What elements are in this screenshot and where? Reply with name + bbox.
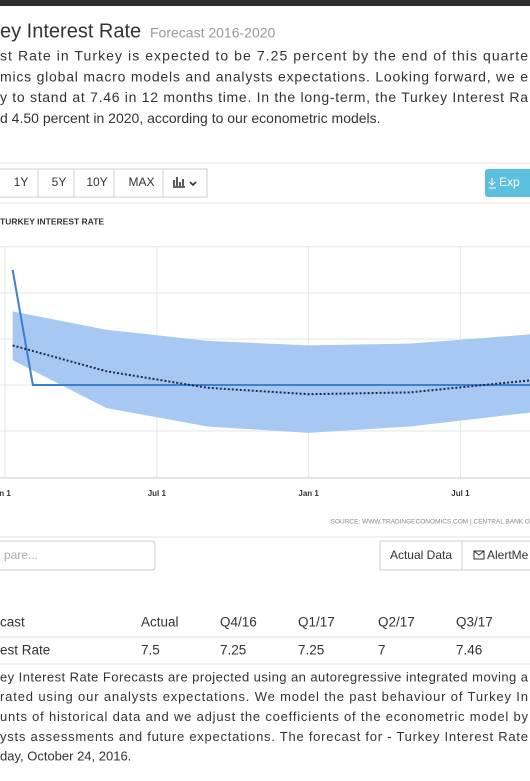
chart-type-icon [173,177,197,188]
chart-title: TURKEY INTEREST RATE [0,216,104,226]
range-button[interactable] [113,168,164,198]
table-cell: 7 [378,643,386,658]
intro: st Rate in Turkey is expected to be 7.25… [0,48,528,126]
x-tick-label: Jan 1 [298,489,319,498]
export-button[interactable]: Exp [485,169,530,197]
footer-text: ey Interest Rate Forecasts are projected… [0,669,529,763]
table-header: Q1/17 [298,615,335,630]
intro-line: st Rate in Turkey is expected to be 7.25… [0,48,528,64]
table-header: Actual [141,615,179,630]
export-label: Exp [499,175,520,189]
actual-line [11,269,530,387]
download-icon [488,178,496,189]
footer-line: rated using our analysts expectations. W… [0,689,528,704]
table-header: cast [0,615,25,630]
table-cell: 7.5 [141,643,160,658]
forecast-table: cast Actual Q4/16 Q1/17 Q2/17 Q3/17 est Rate 7.… [0,615,530,665]
range-label: MAX [128,175,154,189]
footer-line: ysts assessments and future expectations… [0,729,528,744]
actual-data-button[interactable] [379,540,463,571]
range-label: 5Y [52,175,67,189]
toolbar: 1Y 5Y 10Y MAX [0,168,208,198]
export-bg [485,169,530,197]
range-label: 1Y [14,175,29,189]
forecast-line [12,344,530,396]
table-cell: est Rate [0,643,50,658]
forecast-band [12,311,530,433]
table-cell: 7.46 [456,643,482,658]
footer-line: day, October 24, 2016. [0,749,131,764]
table-header: Q2/17 [378,615,415,630]
chart: n 1 Jul 1 Jan 1 Jul 1 [0,246,530,498]
intro-line: y to stand at 7.46 in 12 months time. In… [0,89,528,105]
table-cell: 7.25 [298,643,324,658]
page-title: ey Interest Rate [0,20,141,42]
intro-line: d 4.50 percent in 2020, according to our… [0,110,381,126]
alert-button[interactable] [461,540,530,571]
table-header: Q4/16 [220,615,257,630]
x-tick-label: Jul 1 [148,489,167,498]
compare-input[interactable] [0,540,156,571]
alert-label: AlertMe [487,548,529,562]
x-tick-label: n 1 [0,489,11,498]
top-bar [0,0,530,6]
table-header: Q3/17 [456,615,493,630]
x-tick-label: Jul 1 [451,489,470,498]
compare-placeholder: pare... [4,548,38,562]
table-cell: 7.25 [220,643,246,658]
chart-type-button[interactable] [162,168,208,198]
page-subtitle: Forecast 2016-2020 [150,25,276,41]
actual-data-label: Actual Data [390,548,452,562]
range-label: 10Y [86,175,107,189]
chart-source: SOURCE: WWW.TRADINGECONOMICS.COM | CENTR… [331,519,530,526]
footer-line: unts of historical data and we adjust th… [0,709,529,724]
footer-line: ey Interest Rate Forecasts are projected… [0,669,529,684]
mail-icon [473,550,485,560]
intro-line: mics global macro models and analysts ex… [0,68,528,84]
